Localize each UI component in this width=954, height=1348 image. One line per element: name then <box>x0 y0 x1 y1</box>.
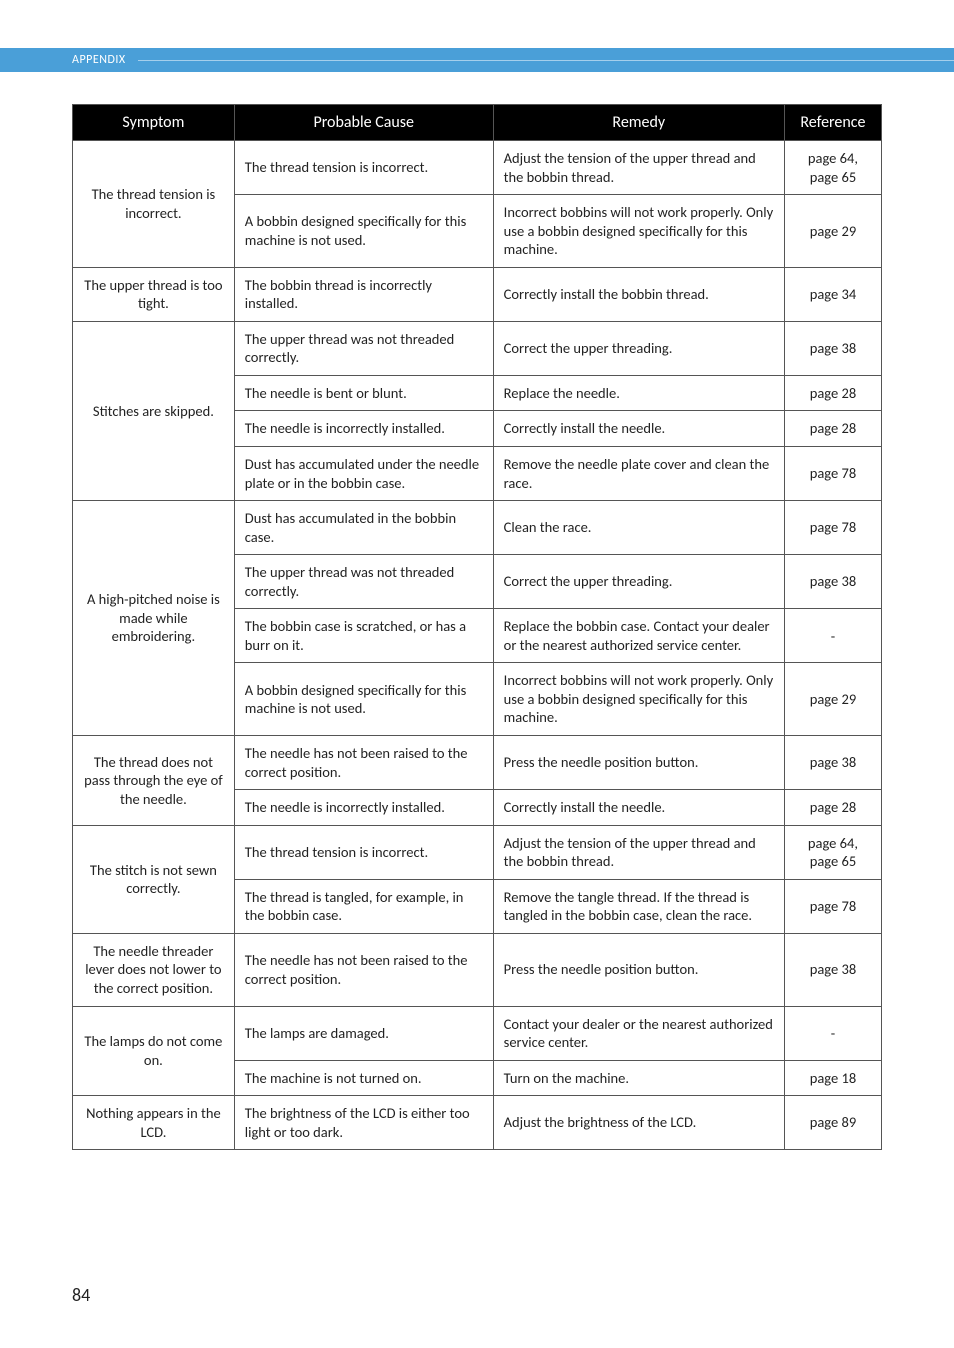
reference-cell: page 38 <box>784 321 881 375</box>
remedy-cell: Adjust the brightness of the LCD. <box>493 1096 784 1150</box>
symptom-cell: The needle threader lever does not lower… <box>73 933 235 1006</box>
col-header-remedy: Remedy <box>493 105 784 141</box>
table-row: The stitch is not sewn correctly.The thr… <box>73 825 882 879</box>
symptom-cell: The stitch is not sewn correctly. <box>73 825 235 933</box>
cause-cell: The thread tension is incorrect. <box>234 825 493 879</box>
remedy-cell: Adjust the tension of the upper thread a… <box>493 825 784 879</box>
remedy-cell: Correct the upper threading. <box>493 321 784 375</box>
cause-cell: The thread is tangled, for example, in t… <box>234 879 493 933</box>
cause-cell: A bobbin designed specifically for this … <box>234 663 493 736</box>
troubleshooting-table: Symptom Probable Cause Remedy Reference … <box>72 104 882 1150</box>
remedy-cell: Remove the tangle thread. If the thread … <box>493 879 784 933</box>
symptom-cell: A high-pitched noise is made while embro… <box>73 501 235 736</box>
remedy-cell: Correctly install the bobbin thread. <box>493 267 784 321</box>
table-row: The thread does not pass through the eye… <box>73 736 882 790</box>
reference-cell: page 89 <box>784 1096 881 1150</box>
remedy-cell: Replace the needle. <box>493 375 784 411</box>
remedy-cell: Contact your dealer or the nearest autho… <box>493 1006 784 1060</box>
page-number: 84 <box>72 1284 90 1306</box>
symptom-cell: The thread does not pass through the eye… <box>73 736 235 826</box>
reference-cell: - <box>784 609 881 663</box>
reference-cell: page 28 <box>784 375 881 411</box>
remedy-cell: Incorrect bobbins will not work properly… <box>493 663 784 736</box>
section-label: APPENDIX <box>0 53 138 67</box>
reference-cell: page 78 <box>784 447 881 501</box>
cause-cell: The bobbin case is scratched, or has a b… <box>234 609 493 663</box>
remedy-cell: Remove the needle plate cover and clean … <box>493 447 784 501</box>
reference-cell: page 78 <box>784 879 881 933</box>
symptom-cell: The upper thread is too tight. <box>73 267 235 321</box>
cause-cell: The upper thread was not threaded correc… <box>234 321 493 375</box>
reference-cell: page 29 <box>784 663 881 736</box>
header-rule <box>138 60 954 61</box>
cause-cell: The bobbin thread is incorrectly install… <box>234 267 493 321</box>
col-header-symptom: Symptom <box>73 105 235 141</box>
cause-cell: A bobbin designed specifically for this … <box>234 195 493 268</box>
cause-cell: The thread tension is incorrect. <box>234 141 493 195</box>
reference-cell: page 28 <box>784 411 881 447</box>
cause-cell: Dust has accumulated under the needle pl… <box>234 447 493 501</box>
cause-cell: The machine is not turned on. <box>234 1060 493 1096</box>
table-row: A high-pitched noise is made while embro… <box>73 501 882 555</box>
cause-cell: Dust has accumulated in the bobbin case. <box>234 501 493 555</box>
table-row: The thread tension is incorrect.The thre… <box>73 141 882 195</box>
cause-cell: The brightness of the LCD is either too … <box>234 1096 493 1150</box>
reference-cell: page 29 <box>784 195 881 268</box>
section-header-bar: APPENDIX <box>0 48 954 72</box>
remedy-cell: Clean the race. <box>493 501 784 555</box>
remedy-cell: Correctly install the needle. <box>493 411 784 447</box>
reference-cell: page 38 <box>784 555 881 609</box>
remedy-cell: Adjust the tension of the upper thread a… <box>493 141 784 195</box>
col-header-cause: Probable Cause <box>234 105 493 141</box>
remedy-cell: Turn on the machine. <box>493 1060 784 1096</box>
remedy-cell: Correctly install the needle. <box>493 790 784 826</box>
table-row: The lamps do not come on.The lamps are d… <box>73 1006 882 1060</box>
cause-cell: The needle has not been raised to the co… <box>234 933 493 1006</box>
reference-cell: - <box>784 1006 881 1060</box>
symptom-cell: The thread tension is incorrect. <box>73 141 235 268</box>
reference-cell: page 18 <box>784 1060 881 1096</box>
reference-cell: page 38 <box>784 736 881 790</box>
symptom-cell: Nothing appears in the LCD. <box>73 1096 235 1150</box>
col-header-reference: Reference <box>784 105 881 141</box>
reference-cell: page 38 <box>784 933 881 1006</box>
reference-cell: page 34 <box>784 267 881 321</box>
cause-cell: The needle is incorrectly installed. <box>234 790 493 826</box>
table-row: Stitches are skipped.The upper thread wa… <box>73 321 882 375</box>
reference-cell: page 64, page 65 <box>784 141 881 195</box>
table-row: The needle threader lever does not lower… <box>73 933 882 1006</box>
table-row: Nothing appears in the LCD.The brightnes… <box>73 1096 882 1150</box>
table-row: The upper thread is too tight.The bobbin… <box>73 267 882 321</box>
symptom-cell: The lamps do not come on. <box>73 1006 235 1096</box>
table-header-row: Symptom Probable Cause Remedy Reference <box>73 105 882 141</box>
reference-cell: page 28 <box>784 790 881 826</box>
remedy-cell: Press the needle position button. <box>493 736 784 790</box>
cause-cell: The needle is incorrectly installed. <box>234 411 493 447</box>
cause-cell: The needle has not been raised to the co… <box>234 736 493 790</box>
cause-cell: The lamps are damaged. <box>234 1006 493 1060</box>
reference-cell: page 64, page 65 <box>784 825 881 879</box>
content-area: Symptom Probable Cause Remedy Reference … <box>72 104 882 1150</box>
symptom-cell: Stitches are skipped. <box>73 321 235 500</box>
remedy-cell: Press the needle position button. <box>493 933 784 1006</box>
remedy-cell: Replace the bobbin case. Contact your de… <box>493 609 784 663</box>
remedy-cell: Incorrect bobbins will not work properly… <box>493 195 784 268</box>
cause-cell: The upper thread was not threaded correc… <box>234 555 493 609</box>
reference-cell: page 78 <box>784 501 881 555</box>
cause-cell: The needle is bent or blunt. <box>234 375 493 411</box>
remedy-cell: Correct the upper threading. <box>493 555 784 609</box>
